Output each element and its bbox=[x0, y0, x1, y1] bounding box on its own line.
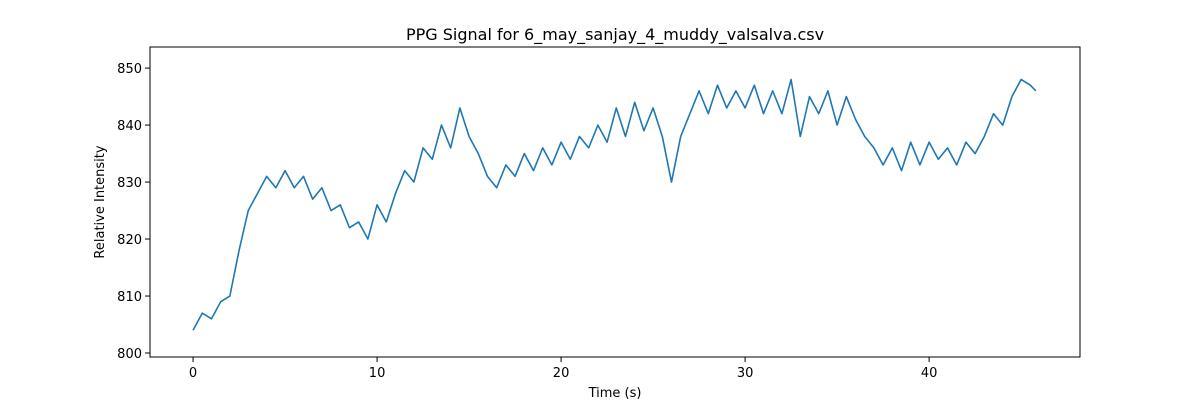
x-tick-label: 10 bbox=[369, 366, 386, 381]
y-tick-label: 800 bbox=[117, 347, 142, 362]
y-tick-label: 840 bbox=[117, 119, 142, 134]
y-tick-label: 850 bbox=[117, 62, 142, 77]
x-tick-label: 0 bbox=[189, 366, 197, 381]
y-tick-label: 810 bbox=[117, 290, 142, 305]
y-axis-label: Relative Intensity bbox=[93, 145, 108, 258]
x-tick-label: 20 bbox=[553, 366, 570, 381]
signal-line bbox=[192, 78, 1037, 331]
chart-title: PPG Signal for 6_may_sanjay_4_muddy_vals… bbox=[406, 25, 824, 45]
plot-frame bbox=[149, 46, 1081, 358]
y-tick-label: 820 bbox=[117, 233, 142, 248]
y-tick-label: 830 bbox=[117, 176, 142, 191]
x-axis-label: Time (s) bbox=[588, 386, 642, 400]
x-tick-label: 40 bbox=[921, 366, 938, 381]
x-tick-label: 30 bbox=[737, 366, 754, 381]
